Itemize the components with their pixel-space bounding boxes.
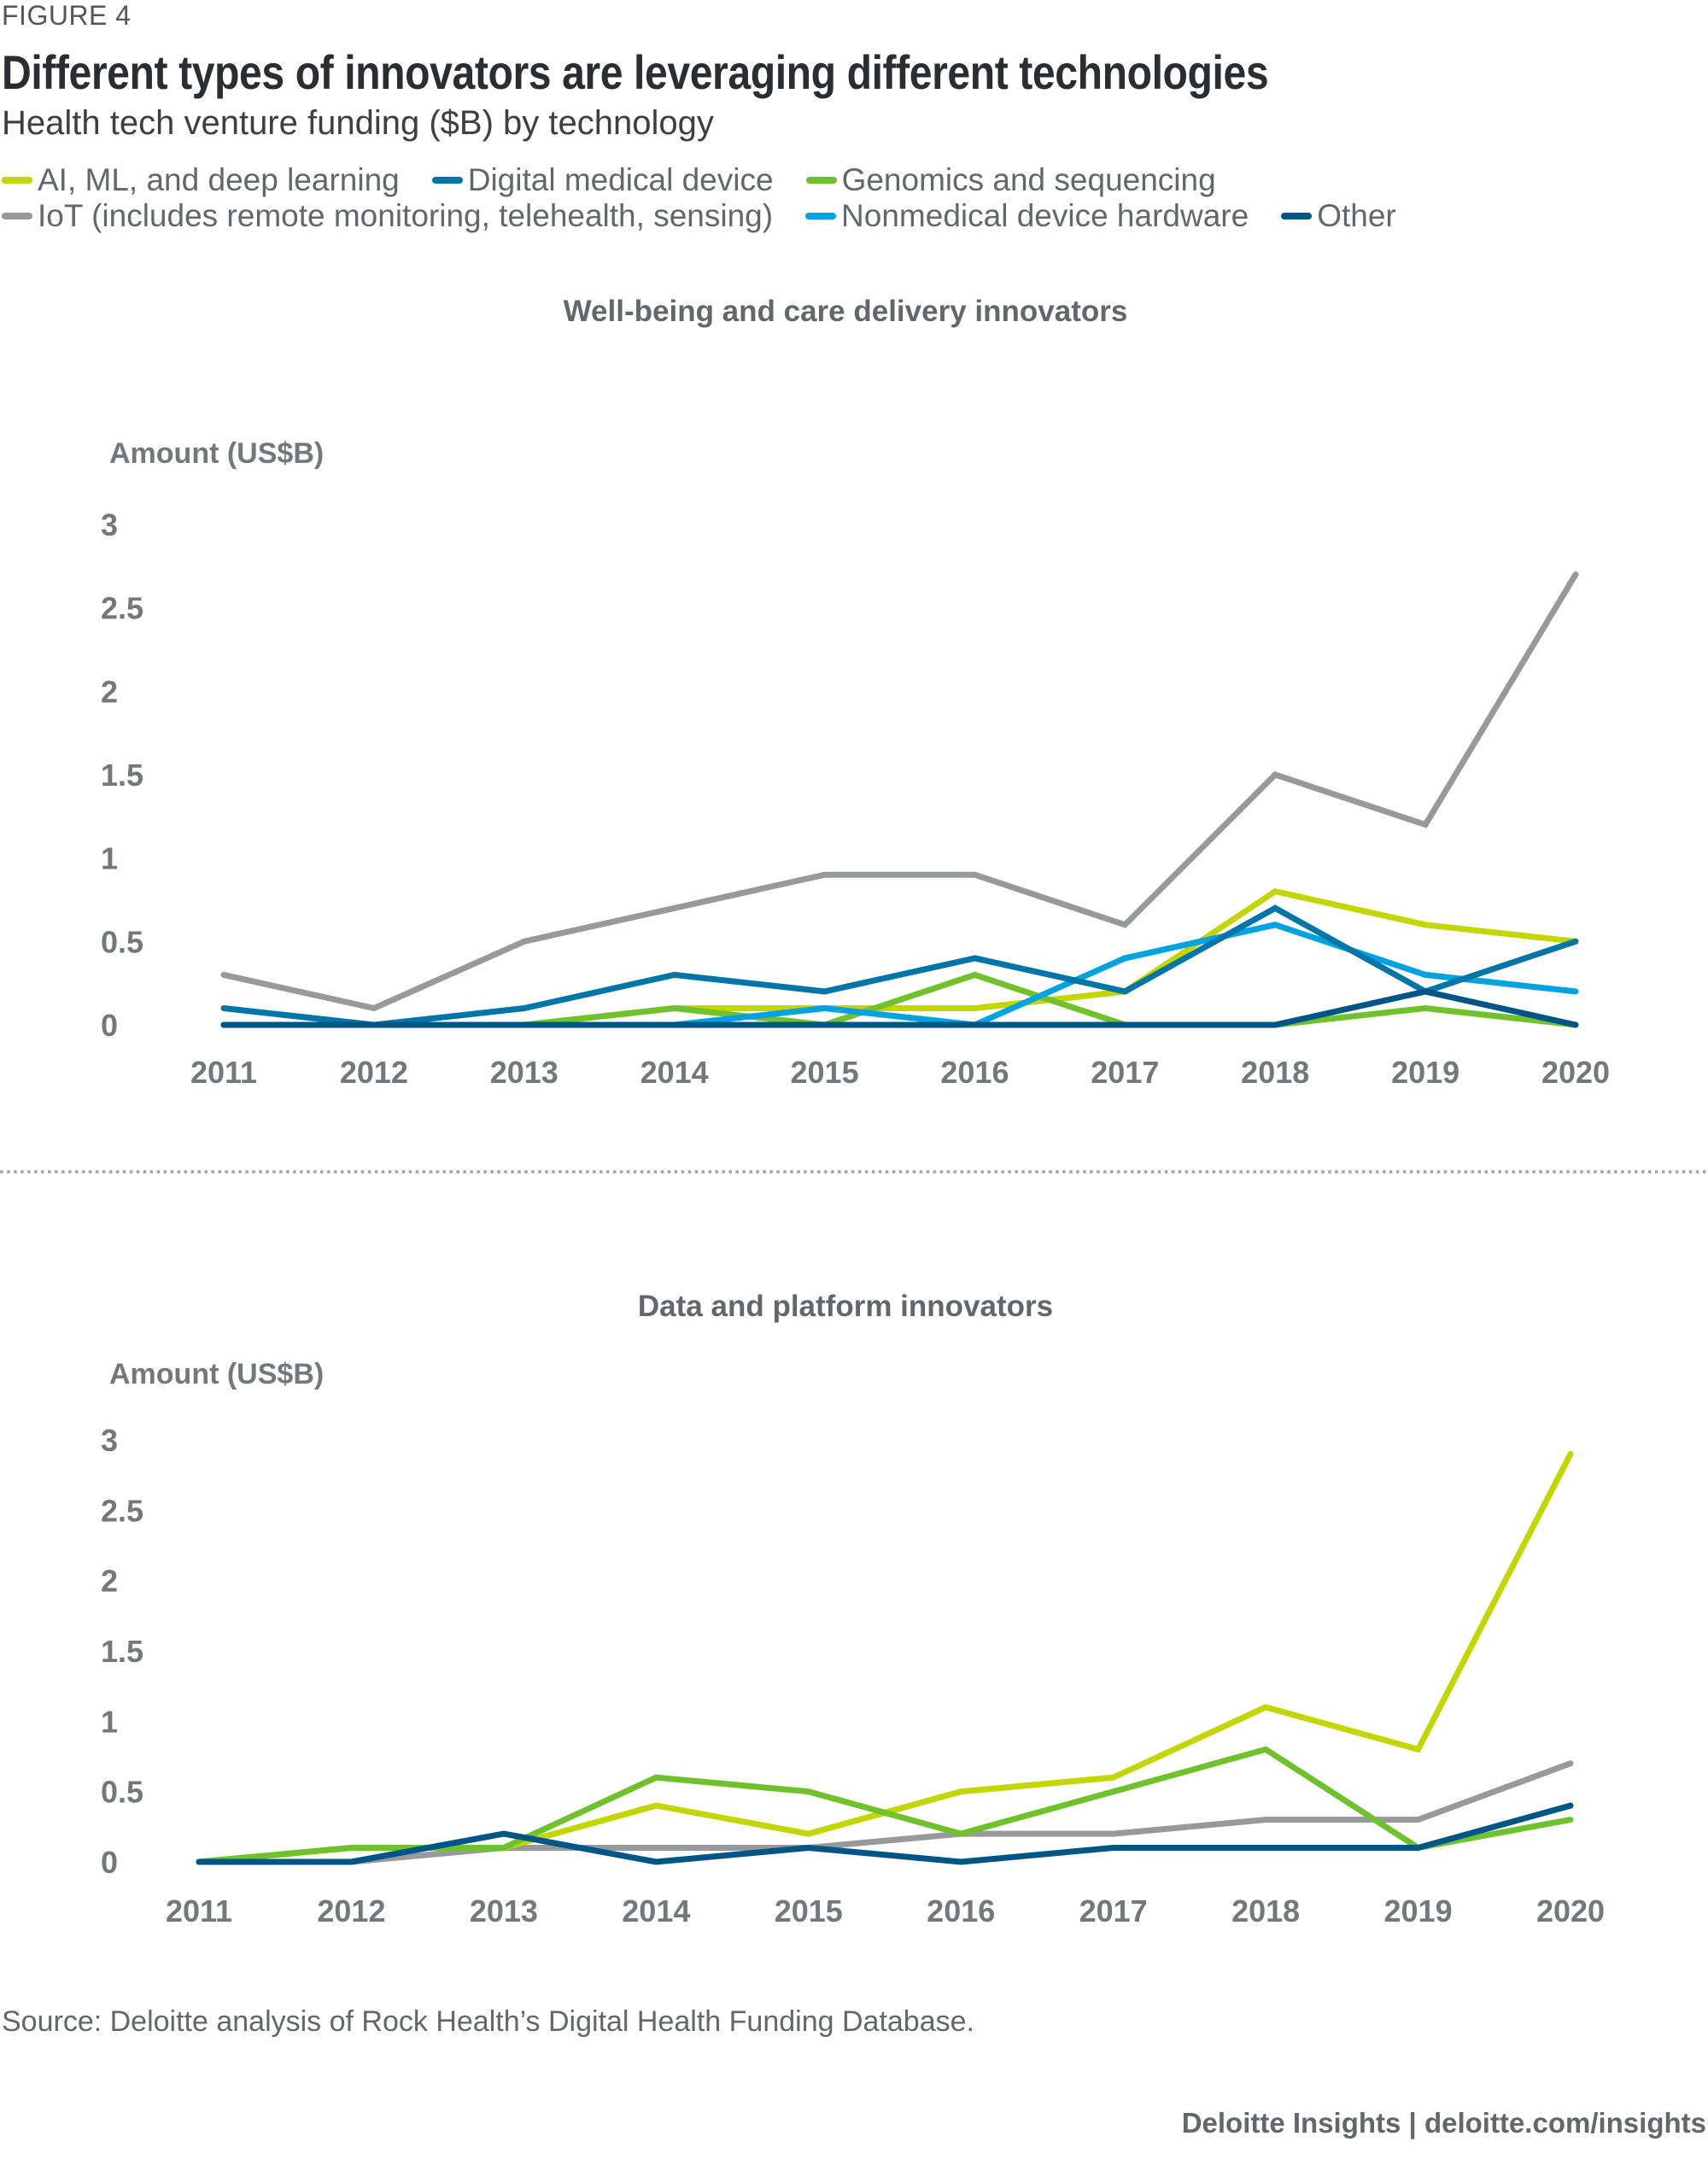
x-tick-label: 2019 [1384, 1893, 1453, 1928]
x-tick-label: 2016 [927, 1893, 995, 1928]
legend-row-2: IoT (includes remote monitoring, telehea… [2, 198, 1708, 234]
y-tick-label: 2 [101, 1564, 118, 1599]
series-line-other [220, 988, 1579, 1028]
series-line-ai [196, 1451, 1574, 1865]
source-note: Source: Deloitte analysis of Rock Health… [2, 2005, 974, 2038]
y-tick-label: 2.5 [101, 1493, 143, 1528]
subtitle: Health tech venture funding ($B) by tech… [2, 104, 714, 142]
legend-item-genomics: Genomics and sequencing [805, 162, 1216, 198]
series-line-iot [220, 571, 1579, 1012]
legend-label-other: Other [1317, 198, 1396, 233]
y-tick-label: 3 [101, 507, 118, 542]
y-tick-label: 0.5 [101, 924, 143, 959]
y-tick-label: 2.5 [101, 591, 143, 626]
legend-label-genomics: Genomics and sequencing [841, 162, 1216, 197]
legend: AI, ML, and deep learning Digital medica… [2, 162, 1708, 234]
x-tick-label: 2012 [317, 1893, 385, 1928]
chart-well-being: Amount (US$B) 0 0.5 1 1.5 2 2.5 3 2011 2012 2013 20… [101, 437, 1610, 1090]
x-tick-label: 2020 [1541, 1055, 1610, 1090]
chart-title-well-being: Well-being and care delivery innovators [563, 295, 1128, 328]
chart-data-platform: Amount (US$B) 0 0.5 1 1.5 2 2.5 3 2011 2012 2013 20… [101, 1358, 1605, 1928]
legend-swatch-iot [2, 213, 32, 219]
x-tick-label: 2015 [791, 1055, 859, 1090]
y-tick-label: 1.5 [101, 1634, 143, 1669]
series-line-iot [196, 1760, 1574, 1865]
x-tick-label: 2016 [940, 1055, 1009, 1090]
legend-label-digital-medical-device: Digital medical device [467, 162, 774, 197]
x-tick-label: 2018 [1241, 1055, 1309, 1090]
y-tick-label: 1.5 [101, 758, 143, 793]
credit-line: Deloitte Insights | deloitte.com/insight… [1181, 2107, 1706, 2139]
legend-label-ai: AI, ML, and deep learning [38, 162, 400, 197]
legend-label-iot: IoT (includes remote monitoring, telehea… [38, 198, 774, 233]
x-tick-label: 2013 [470, 1893, 538, 1928]
x-tick-label: 2013 [490, 1055, 559, 1090]
series-line-other [196, 1802, 1574, 1865]
x-tick-label: 2014 [640, 1055, 709, 1090]
y-tick-label: 0 [101, 1845, 118, 1880]
legend-item-nonmedical-hardware: Nonmedical device hardware [805, 198, 1249, 234]
y-tick-label: 1 [101, 1704, 118, 1739]
x-tick-label: 2011 [190, 1055, 257, 1090]
x-tick-label: 2017 [1091, 1055, 1159, 1090]
x-tick-label: 2011 [166, 1893, 232, 1928]
x-tick-label: 2018 [1231, 1893, 1300, 1928]
legend-item-iot: IoT (includes remote monitoring, telehea… [2, 198, 773, 234]
legend-swatch-nonmedical-hardware [805, 213, 837, 219]
legend-swatch-ai [2, 177, 32, 184]
legend-item-other: Other [1281, 198, 1396, 234]
chart-title-data-platform: Data and platform innovators [637, 1290, 1054, 1323]
x-tick-label: 2015 [775, 1893, 843, 1928]
series-line-dmd [220, 904, 1579, 1028]
y-tick-label: 2 [101, 674, 118, 709]
y-axis-title: Amount (US$B) [109, 437, 324, 470]
legend-row-1: AI, ML, and deep learning Digital medica… [2, 162, 1708, 198]
legend-item-ai: AI, ML, and deep learning [2, 162, 400, 198]
legend-label-nonmedical-hardware: Nonmedical device hardware [841, 198, 1249, 233]
y-tick-label: 3 [101, 1423, 118, 1458]
x-tick-label: 2012 [340, 1055, 408, 1090]
x-tick-label: 2014 [622, 1893, 690, 1928]
section-divider [0, 1170, 1708, 1173]
x-tick-label: 2017 [1079, 1893, 1148, 1928]
y-tick-label: 0.5 [101, 1775, 143, 1810]
x-tick-label: 2020 [1536, 1893, 1605, 1928]
x-tick-label: 2019 [1391, 1055, 1459, 1090]
legend-item-digital-medical-device: Digital medical device [431, 162, 774, 198]
figure-label: FIGURE 4 [2, 0, 132, 31]
legend-swatch-genomics [805, 177, 837, 184]
y-tick-label: 0 [101, 1008, 118, 1043]
legend-swatch-digital-medical-device [431, 177, 463, 184]
y-axis-title: Amount (US$B) [109, 1358, 324, 1390]
y-tick-label: 1 [101, 841, 118, 876]
page-title: Different types of innovators are levera… [2, 45, 1269, 99]
legend-swatch-other [1281, 213, 1313, 219]
